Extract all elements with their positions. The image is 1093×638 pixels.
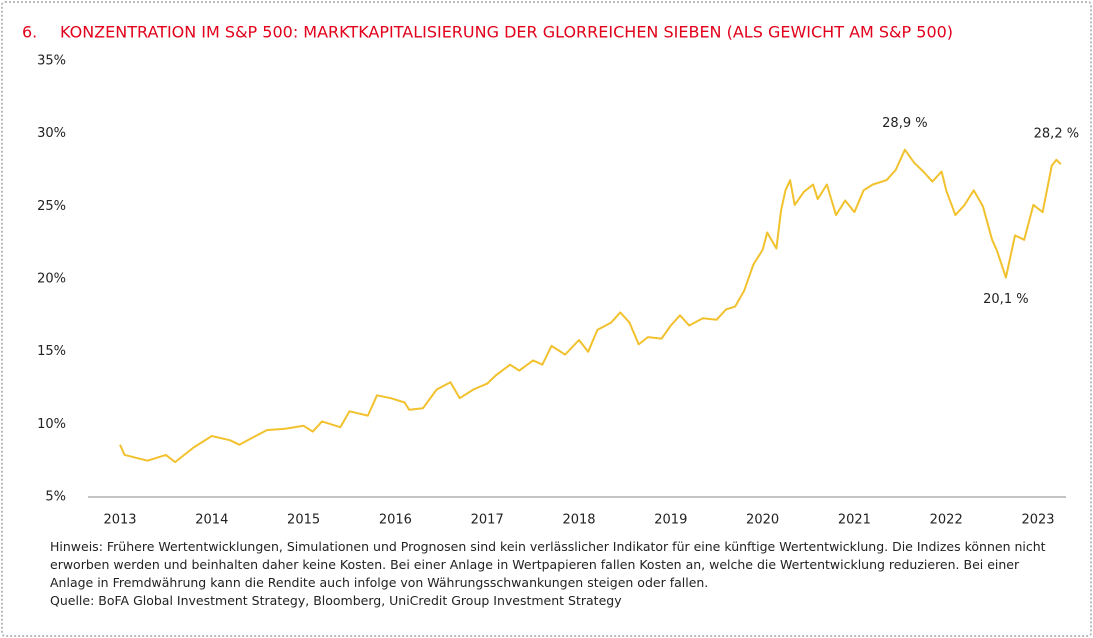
x-tick-label: 2014 xyxy=(195,513,228,528)
chart-number: 6. xyxy=(22,23,37,42)
x-tick-label: 2020 xyxy=(746,513,779,528)
y-tick-label: 25% xyxy=(37,199,66,214)
y-tick-label: 30% xyxy=(37,126,66,141)
chart-title: KONZENTRATION IM S&P 500: MARKTKAPITALIS… xyxy=(60,23,953,42)
y-tick-label: 10% xyxy=(37,417,66,432)
annotation: 20,1 % xyxy=(983,292,1028,307)
footnote: Hinweis: Frühere Wertentwicklungen, Simu… xyxy=(50,538,1050,610)
annotation: 28,2 % xyxy=(1034,126,1079,141)
y-tick-label: 20% xyxy=(37,272,66,287)
x-tick-label: 2018 xyxy=(562,513,595,528)
x-tick-label: 2022 xyxy=(930,513,963,528)
x-tick-label: 2016 xyxy=(379,513,412,528)
x-tick-label: 2023 xyxy=(1021,513,1054,528)
x-tick-label: 2019 xyxy=(654,513,687,528)
y-tick-label: 15% xyxy=(37,344,66,359)
chart: 6. KONZENTRATION IM S&P 500: MARKTKAPITA… xyxy=(22,23,1079,528)
x-tick-label: 2013 xyxy=(103,513,136,528)
line-series xyxy=(119,148,1062,464)
source: Quelle: BoFA Global Investment Strategy,… xyxy=(50,593,622,608)
x-tick-label: 2015 xyxy=(287,513,320,528)
note: Hinweis: Frühere Wertentwicklungen, Simu… xyxy=(50,539,1046,590)
y-tick-label: 35% xyxy=(37,54,66,69)
annotation: 28,9 % xyxy=(882,116,927,131)
x-tick-label: 2021 xyxy=(838,513,871,528)
x-tick-label: 2017 xyxy=(471,513,504,528)
y-tick-label: 5% xyxy=(45,490,66,505)
